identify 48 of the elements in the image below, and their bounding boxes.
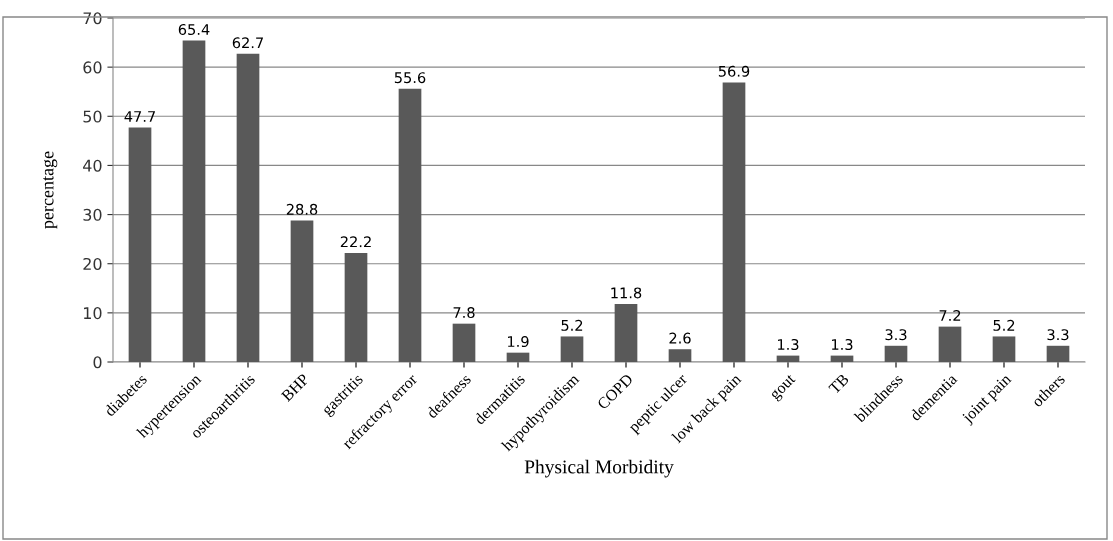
bar xyxy=(614,304,638,362)
y-tick-label: 0 xyxy=(93,356,102,369)
data-label: 65.4 xyxy=(178,23,210,35)
x-tick-label: gout xyxy=(769,373,799,403)
data-label: 56.9 xyxy=(718,65,750,77)
data-label: 3.3 xyxy=(885,329,907,341)
data-label: 55.6 xyxy=(394,72,426,84)
bar xyxy=(884,345,908,362)
bar xyxy=(722,82,746,362)
bar xyxy=(182,40,206,362)
data-label: 7.2 xyxy=(939,309,961,321)
bar xyxy=(344,252,368,362)
x-axis-title: Physical Morbidity xyxy=(524,459,674,478)
bar xyxy=(506,352,530,362)
y-tick-label: 10 xyxy=(84,307,102,320)
bar xyxy=(938,326,962,362)
y-axis-title: percentage xyxy=(43,151,58,229)
data-label: 47.7 xyxy=(124,111,155,122)
y-tick-label: 70 xyxy=(83,12,102,25)
bar xyxy=(830,355,854,362)
data-label: 5.2 xyxy=(993,319,1015,331)
data-label: 1.3 xyxy=(832,338,853,351)
data-label: 1.9 xyxy=(508,336,529,348)
bar xyxy=(776,355,800,362)
bar xyxy=(1046,345,1070,362)
bar xyxy=(128,127,152,362)
bar xyxy=(236,53,260,362)
bar xyxy=(452,323,476,362)
data-label: 22.2 xyxy=(340,236,371,248)
x-tick-label: TB xyxy=(828,373,850,395)
data-label: 2.6 xyxy=(669,332,691,344)
bar xyxy=(398,88,422,362)
data-label: 5.2 xyxy=(561,319,583,331)
data-label: 62.7 xyxy=(232,37,263,49)
y-tick-label: 20 xyxy=(83,257,102,271)
y-tick-label: 30 xyxy=(83,208,102,221)
data-label: 3.3 xyxy=(1047,329,1069,341)
bar xyxy=(992,336,1016,362)
data-label: 11.8 xyxy=(611,287,642,299)
bar xyxy=(290,220,314,362)
bar xyxy=(560,336,584,362)
data-label: 28.8 xyxy=(286,203,318,215)
data-label: 7.8 xyxy=(453,307,475,319)
y-tick-label: 60 xyxy=(83,61,102,74)
data-label: 1.3 xyxy=(778,338,799,351)
y-tick-label: 40 xyxy=(83,159,102,172)
y-tick-label: 50 xyxy=(83,110,102,123)
bar xyxy=(668,349,692,362)
